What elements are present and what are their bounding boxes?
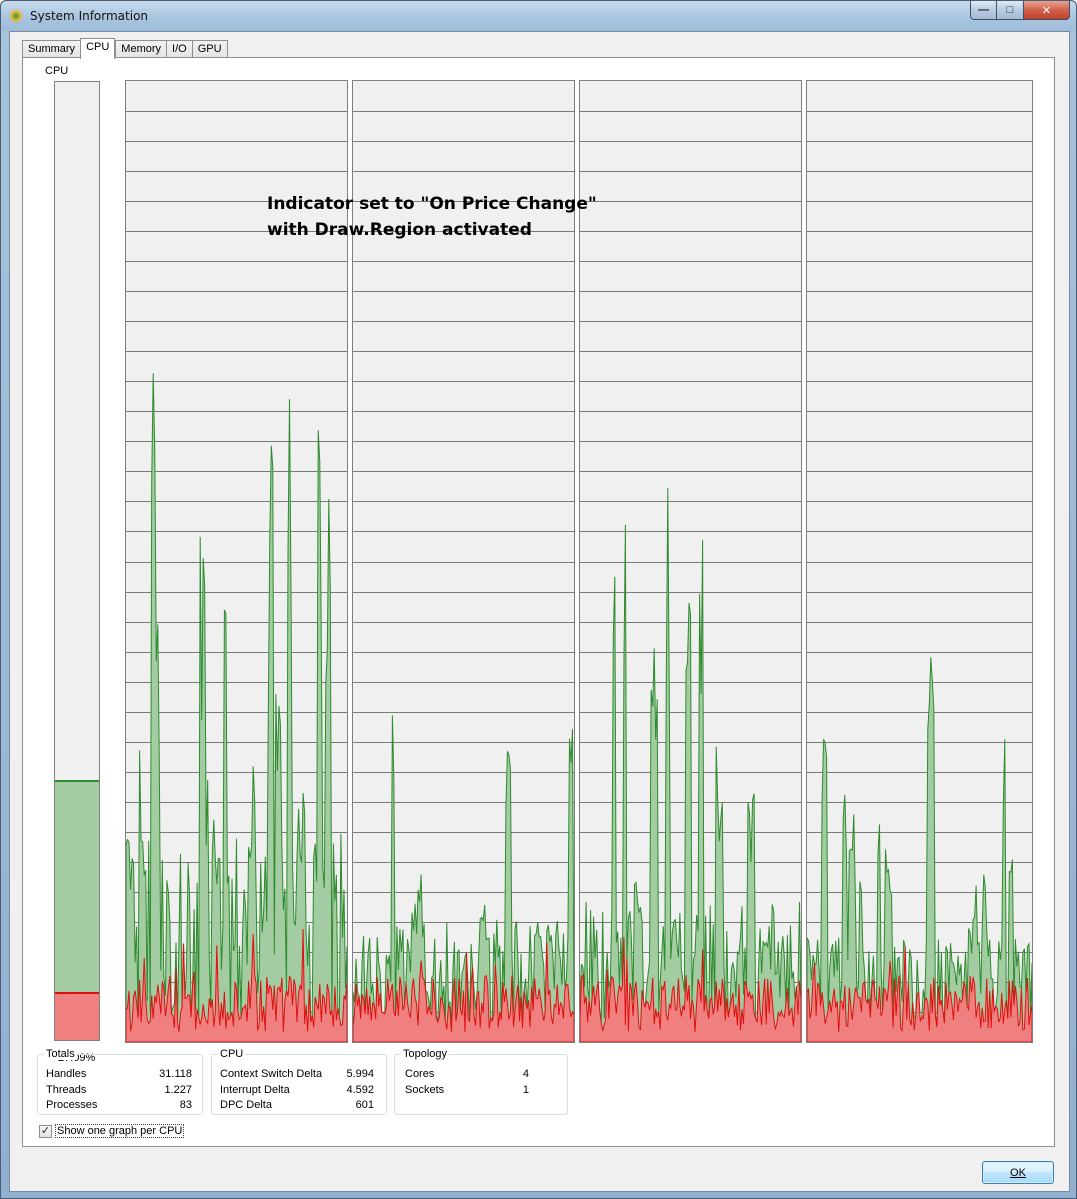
show-one-graph-per-cpu-label[interactable]: Show one graph per CPU bbox=[55, 1124, 185, 1138]
close-icon: ✕ bbox=[1041, 4, 1052, 17]
dpc-delta-value: 601 bbox=[355, 1099, 374, 1111]
annotation-line-1: Indicator set to "On Price Change" bbox=[267, 194, 597, 214]
checkbox-box[interactable]: ✓ bbox=[39, 1124, 52, 1138]
total-usage-series bbox=[807, 657, 1032, 1042]
ok-button-label: OK bbox=[1010, 1166, 1026, 1179]
cpu-3-graph-svg bbox=[807, 111, 1032, 1042]
cpu-1-graph bbox=[352, 80, 575, 1043]
kernel-usage-series bbox=[580, 937, 801, 1042]
topology-row-sockets: Sockets 1 bbox=[395, 1084, 567, 1099]
cores-value: 4 bbox=[522, 1068, 529, 1080]
total-usage-series bbox=[353, 715, 574, 1042]
totals-row-handles: Handles 31.118 bbox=[38, 1068, 202, 1083]
kernel-usage-series bbox=[126, 928, 347, 1042]
cpu-2-graph bbox=[579, 80, 802, 1043]
cpu-tab-page: CPU 27.09% Indicator set to "On Price Ch… bbox=[22, 57, 1055, 1147]
cpu-0-graph-svg bbox=[126, 111, 347, 1042]
threads-value: 1.227 bbox=[164, 1084, 192, 1096]
maximize-icon: □ bbox=[1006, 4, 1014, 16]
cpu-0-graph bbox=[125, 80, 348, 1043]
maximize-button[interactable]: □ bbox=[997, 1, 1024, 20]
processes-label: Processes bbox=[46, 1099, 98, 1111]
interrupt-delta-value: 4.592 bbox=[346, 1084, 374, 1096]
cpu-2-graph-svg bbox=[580, 111, 801, 1042]
cpu-usage-meter bbox=[54, 81, 100, 1041]
tab-cpu[interactable]: CPU bbox=[80, 38, 116, 59]
ok-button[interactable]: OK bbox=[982, 1161, 1054, 1184]
kernel-usage-series bbox=[807, 946, 1032, 1042]
caption-buttons: — □ ✕ bbox=[970, 1, 1070, 21]
minimize-icon: — bbox=[978, 4, 989, 16]
dialog-client-area: Summary CPU Memory I/O GPU CPU 27.09% bbox=[9, 31, 1070, 1192]
totals-legend: Totals bbox=[44, 1048, 77, 1060]
cpu-stats-legend: CPU bbox=[218, 1048, 246, 1060]
tab-memory[interactable]: Memory bbox=[115, 40, 167, 59]
kernel-usage-series bbox=[353, 942, 574, 1042]
interrupt-delta-label: Interrupt Delta bbox=[220, 1084, 290, 1096]
sockets-value: 1 bbox=[522, 1084, 529, 1096]
sockets-label: Sockets bbox=[405, 1084, 445, 1096]
cpu-1-graph-svg bbox=[353, 111, 574, 1042]
cpu-stats-row-dpc: DPC Delta 601 bbox=[212, 1099, 386, 1114]
total-usage-series bbox=[580, 487, 801, 1042]
totals-row-threads: Threads 1.227 bbox=[38, 1084, 202, 1099]
app-icon bbox=[10, 10, 22, 22]
cpu-stats-group: CPU Context Switch Delta 5.994 Interrupt… bbox=[211, 1048, 387, 1115]
processes-value: 83 bbox=[179, 1099, 192, 1111]
annotation-line-2: with Draw.Region activated bbox=[267, 220, 532, 240]
tab-strip: Summary CPU Memory I/O GPU bbox=[22, 38, 228, 59]
handles-value: 31.118 bbox=[159, 1068, 192, 1080]
topology-group: Topology Cores 4 Sockets 1 bbox=[394, 1048, 568, 1115]
cpu-stats-row-interrupt: Interrupt Delta 4.592 bbox=[212, 1084, 386, 1099]
tab-summary[interactable]: Summary bbox=[22, 40, 81, 59]
context-switch-label: Context Switch Delta bbox=[220, 1068, 323, 1080]
topology-row-cores: Cores 4 bbox=[395, 1068, 567, 1083]
title-bar[interactable]: System Information — □ ✕ bbox=[1, 1, 1076, 31]
annotation-text: Indicator set to "On Price Change" with … bbox=[267, 191, 597, 243]
close-button[interactable]: ✕ bbox=[1024, 1, 1070, 20]
checkmark-icon: ✓ bbox=[40, 1124, 51, 1137]
totals-group: Totals Handles 31.118 Threads 1.227 Proc… bbox=[37, 1048, 203, 1115]
tab-gpu[interactable]: GPU bbox=[191, 40, 228, 59]
window-title: System Information bbox=[30, 9, 149, 23]
totals-row-processes: Processes 83 bbox=[38, 1099, 202, 1114]
total-usage-series bbox=[126, 373, 347, 1042]
dpc-delta-label: DPC Delta bbox=[220, 1099, 272, 1111]
cpu-meter-kernel-fill bbox=[55, 992, 99, 1040]
cpu-meter-label: CPU bbox=[45, 65, 69, 77]
tab-io[interactable]: I/O bbox=[166, 40, 192, 59]
context-switch-value: 5.994 bbox=[346, 1068, 374, 1080]
handles-label: Handles bbox=[46, 1068, 87, 1080]
threads-label: Threads bbox=[46, 1084, 87, 1096]
cpu-3-graph bbox=[806, 80, 1033, 1043]
minimize-button[interactable]: — bbox=[970, 1, 997, 20]
show-one-graph-per-cpu-checkbox[interactable]: ✓ Show one graph per CPU bbox=[39, 1124, 185, 1138]
cores-label: Cores bbox=[405, 1068, 435, 1080]
topology-legend: Topology bbox=[401, 1048, 450, 1060]
cpu-stats-row-context-switch: Context Switch Delta 5.994 bbox=[212, 1068, 386, 1083]
